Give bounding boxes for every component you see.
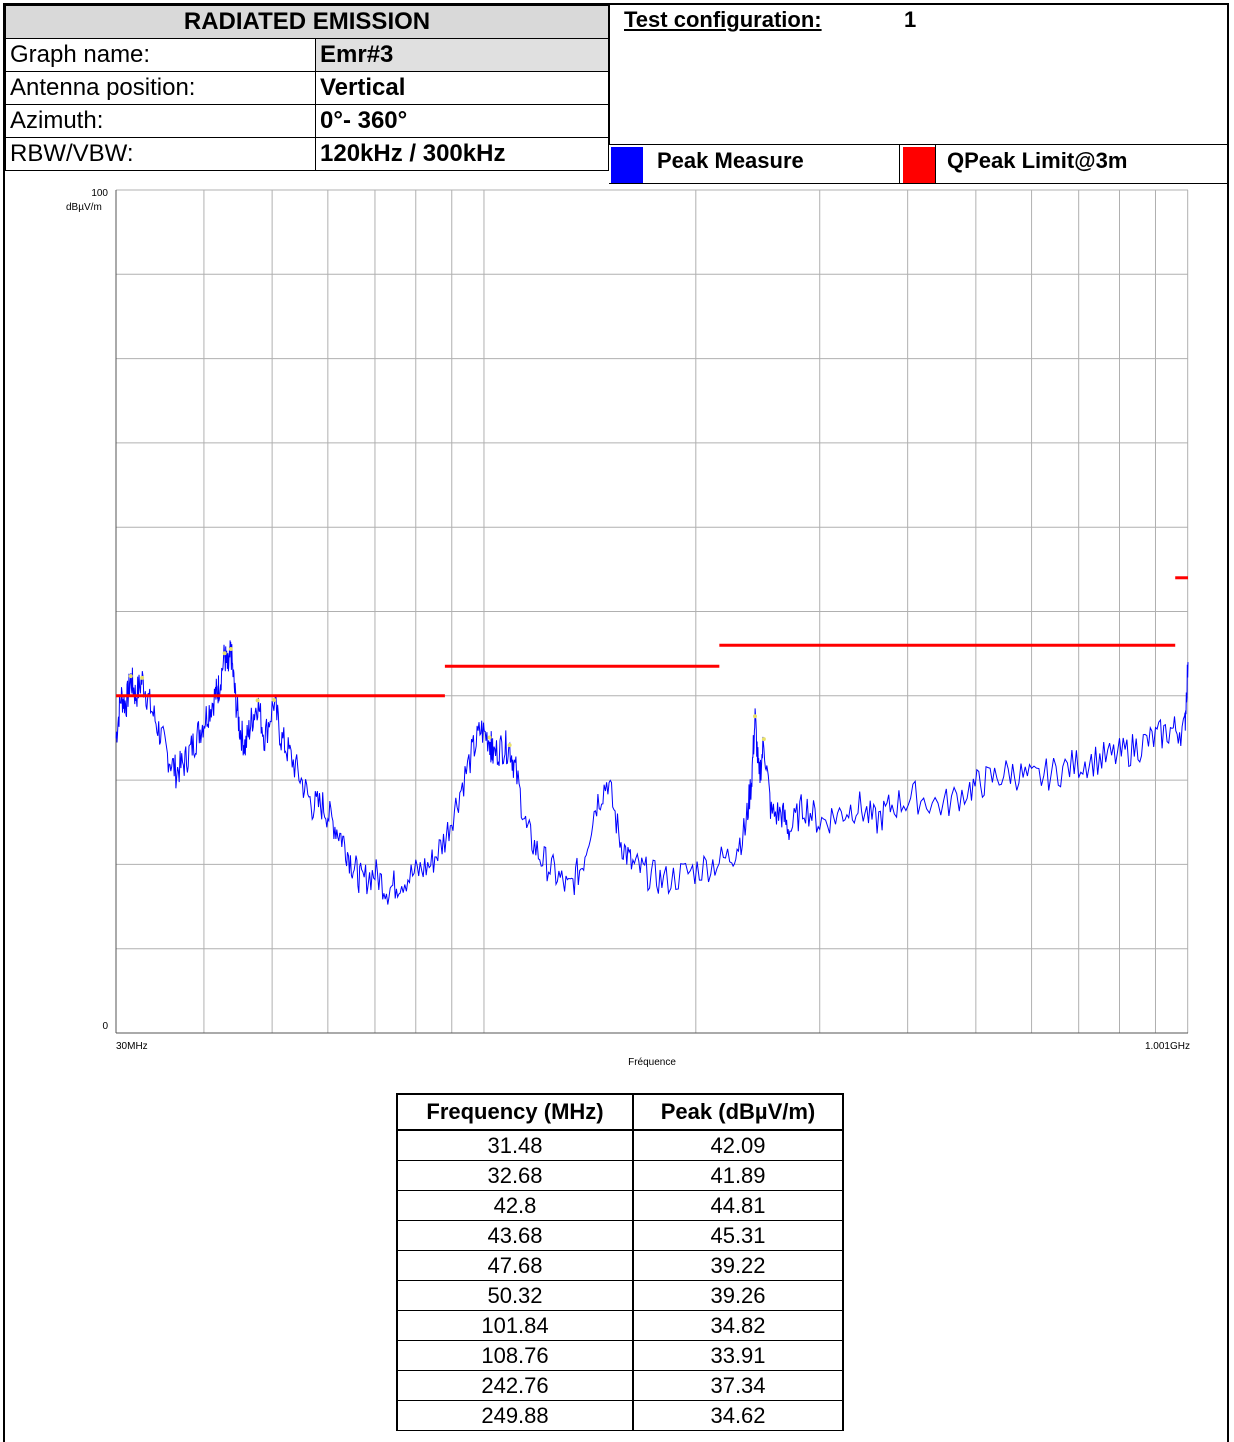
test-config-box: Test configuration: 1	[609, 5, 1228, 145]
x-tick-label: 30MHz	[116, 1041, 148, 1052]
table-row: 108.76 33.91	[396, 1340, 844, 1371]
peak-marker	[507, 743, 512, 748]
table-cell: 41.89	[632, 1160, 844, 1191]
table-row: 249.88 34.62	[396, 1400, 844, 1431]
table-cell: 42.8	[396, 1190, 634, 1221]
test-config-value: 1	[904, 7, 917, 32]
table-cell: 33.91	[632, 1340, 844, 1371]
azimuth-label: Azimuth:	[5, 104, 316, 138]
rbw-vbw-label: RBW/VBW:	[5, 137, 316, 171]
table-cell: 43.68	[396, 1220, 634, 1251]
peak-measure-trace	[115, 640, 1189, 905]
table-cell: 249.88	[396, 1400, 634, 1431]
legend-limit-swatch	[903, 147, 935, 183]
table-cell: 47.68	[396, 1250, 634, 1281]
x-tick-label: 1.001GHz	[1145, 1041, 1190, 1052]
legend-limit-label: QPeak Limit@3m	[947, 148, 1128, 173]
peak-marker	[761, 737, 766, 742]
table-cell: 37.34	[632, 1370, 844, 1401]
report-frame	[3, 3, 1229, 1442]
peak-marker	[228, 647, 233, 652]
table-cell: 45.31	[632, 1220, 844, 1251]
table-cell: 42.09	[632, 1129, 844, 1161]
table-cell: 31.48	[396, 1129, 634, 1161]
peak-table: Frequency (MHz) Peak (dBµV/m) 31.48 42.09 3…	[396, 1093, 844, 1431]
graph-name-label: Graph name:	[5, 38, 316, 72]
peak-marker	[140, 675, 145, 680]
table-row: 43.68 45.31	[396, 1220, 844, 1251]
table-row: 42.8 44.81	[396, 1190, 844, 1221]
x-axis-label: Fréquence	[628, 1057, 676, 1068]
legend-divider	[935, 145, 936, 183]
legend-peak-swatch	[611, 147, 643, 183]
table-header: Frequency (MHz)	[396, 1093, 634, 1131]
antenna-position-value: Vertical	[315, 71, 609, 105]
table-cell: 34.62	[632, 1400, 844, 1431]
table-cell: 101.84	[396, 1310, 634, 1341]
table-header: Peak (dBµV/m)	[632, 1093, 844, 1131]
table-cell: 39.22	[632, 1250, 844, 1281]
antenna-position-label: Antenna position:	[5, 71, 316, 105]
peak-marker	[255, 698, 260, 703]
test-config-label: Test configuration:	[624, 7, 822, 32]
y-axis-label: dBµV/m	[66, 202, 102, 213]
report-title: RADIATED EMISSION	[5, 5, 609, 39]
legend-divider	[899, 145, 900, 183]
table-row: 32.68 41.89	[396, 1160, 844, 1191]
table-row: 101.84 34.82	[396, 1310, 844, 1341]
peak-marker	[222, 651, 227, 656]
table-cell: 242.76	[396, 1370, 634, 1401]
graph-name-value: Emr#3	[315, 38, 609, 72]
peak-marker	[753, 714, 758, 719]
azimuth-value: 0°- 360°	[315, 104, 609, 138]
table-cell: 108.76	[396, 1340, 634, 1371]
header-table: RADIATED EMISSION Graph name: Emr#3 Anten…	[5, 5, 609, 171]
peak-marker	[128, 674, 133, 679]
y-tick-label: 0	[102, 1021, 108, 1032]
peak-marker	[487, 735, 492, 740]
table-cell: 32.68	[396, 1160, 634, 1191]
peak-marker	[272, 698, 277, 703]
legend: Peak Measure QPeak Limit@3m	[609, 145, 1228, 184]
table-row: 242.76 37.34	[396, 1370, 844, 1401]
table-cell: 44.81	[632, 1190, 844, 1221]
table-cell: 34.82	[632, 1310, 844, 1341]
table-row: 47.68 39.22	[396, 1250, 844, 1281]
table-row: 31.48 42.09	[396, 1129, 844, 1161]
y-tick-label: 100	[91, 188, 108, 199]
rbw-vbw-value: 120kHz / 300kHz	[315, 137, 609, 171]
legend-peak-label: Peak Measure	[657, 148, 804, 173]
emission-chart: 0 100 dBµV/m 30MHz 1.001GHz Fréquence	[66, 188, 1190, 1068]
table-cell: 50.32	[396, 1280, 634, 1311]
table-row: 50.32 39.26	[396, 1280, 844, 1311]
table-cell: 39.26	[632, 1280, 844, 1311]
